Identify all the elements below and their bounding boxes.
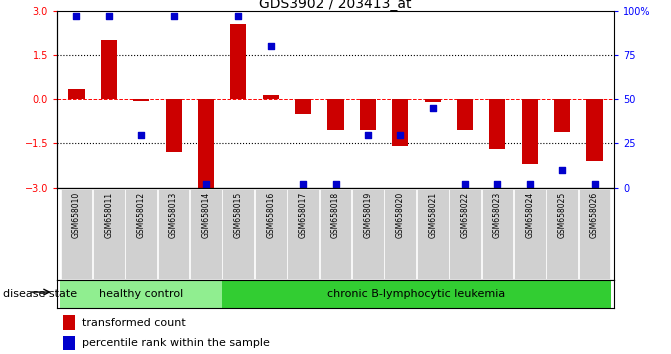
Point <box>71 13 82 19</box>
Bar <box>125 189 157 279</box>
Point <box>168 13 179 19</box>
Bar <box>166 99 182 152</box>
Text: GSM658012: GSM658012 <box>137 192 146 238</box>
Text: GSM658019: GSM658019 <box>364 192 372 239</box>
Title: GDS3902 / 203413_at: GDS3902 / 203413_at <box>259 0 412 11</box>
Bar <box>255 189 287 279</box>
Bar <box>60 280 222 308</box>
Text: GSM658021: GSM658021 <box>428 192 437 238</box>
Text: GSM658018: GSM658018 <box>331 192 340 238</box>
Bar <box>384 189 416 279</box>
Bar <box>352 189 384 279</box>
Point <box>265 43 276 49</box>
Point <box>136 132 146 137</box>
Text: GSM658016: GSM658016 <box>266 192 275 239</box>
Bar <box>392 99 409 146</box>
Text: disease state: disease state <box>3 289 77 299</box>
Text: percentile rank within the sample: percentile rank within the sample <box>82 338 270 348</box>
Bar <box>417 189 448 279</box>
Bar <box>158 189 189 279</box>
Text: GSM658014: GSM658014 <box>201 192 211 239</box>
Bar <box>133 99 150 101</box>
Point <box>201 181 211 187</box>
Bar <box>190 189 222 279</box>
Point <box>103 13 114 19</box>
Text: GSM658010: GSM658010 <box>72 192 81 239</box>
Text: GSM658013: GSM658013 <box>169 192 178 239</box>
Bar <box>327 99 344 130</box>
Text: chronic B-lymphocytic leukemia: chronic B-lymphocytic leukemia <box>327 289 505 299</box>
Text: GSM658023: GSM658023 <box>493 192 502 239</box>
Bar <box>223 189 254 279</box>
Bar <box>521 99 538 164</box>
Bar <box>578 189 611 279</box>
Bar <box>457 99 473 130</box>
Text: GSM658011: GSM658011 <box>105 192 113 238</box>
Bar <box>546 189 578 279</box>
Bar <box>319 189 352 279</box>
Bar <box>514 189 546 279</box>
Bar <box>482 189 513 279</box>
Point <box>362 132 373 137</box>
Bar <box>449 189 481 279</box>
Text: GSM658025: GSM658025 <box>558 192 566 239</box>
Text: transformed count: transformed count <box>82 318 186 328</box>
Bar <box>287 189 319 279</box>
Bar <box>62 315 75 330</box>
Text: GSM658020: GSM658020 <box>396 192 405 239</box>
Bar <box>360 99 376 130</box>
Point <box>427 105 438 111</box>
Bar <box>489 99 505 149</box>
Bar <box>62 336 75 350</box>
Bar <box>222 280 611 308</box>
Text: GSM658024: GSM658024 <box>525 192 534 239</box>
Text: healthy control: healthy control <box>99 289 183 299</box>
Bar <box>425 99 441 102</box>
Point <box>492 181 503 187</box>
Point <box>233 13 244 19</box>
Bar <box>93 189 125 279</box>
Text: GSM658026: GSM658026 <box>590 192 599 239</box>
Bar <box>198 99 214 188</box>
Bar <box>60 189 93 279</box>
Text: GSM658022: GSM658022 <box>460 192 470 238</box>
Bar <box>262 95 279 99</box>
Point <box>460 181 470 187</box>
Bar <box>295 99 311 114</box>
Point <box>525 181 535 187</box>
Point <box>395 132 406 137</box>
Bar <box>586 99 603 161</box>
Bar <box>68 89 85 99</box>
Bar <box>101 40 117 99</box>
Point <box>298 181 309 187</box>
Bar <box>230 24 246 99</box>
Text: GSM658017: GSM658017 <box>299 192 307 239</box>
Text: GSM658015: GSM658015 <box>234 192 243 239</box>
Point <box>589 181 600 187</box>
Bar <box>554 99 570 132</box>
Point <box>330 181 341 187</box>
Point <box>557 167 568 173</box>
